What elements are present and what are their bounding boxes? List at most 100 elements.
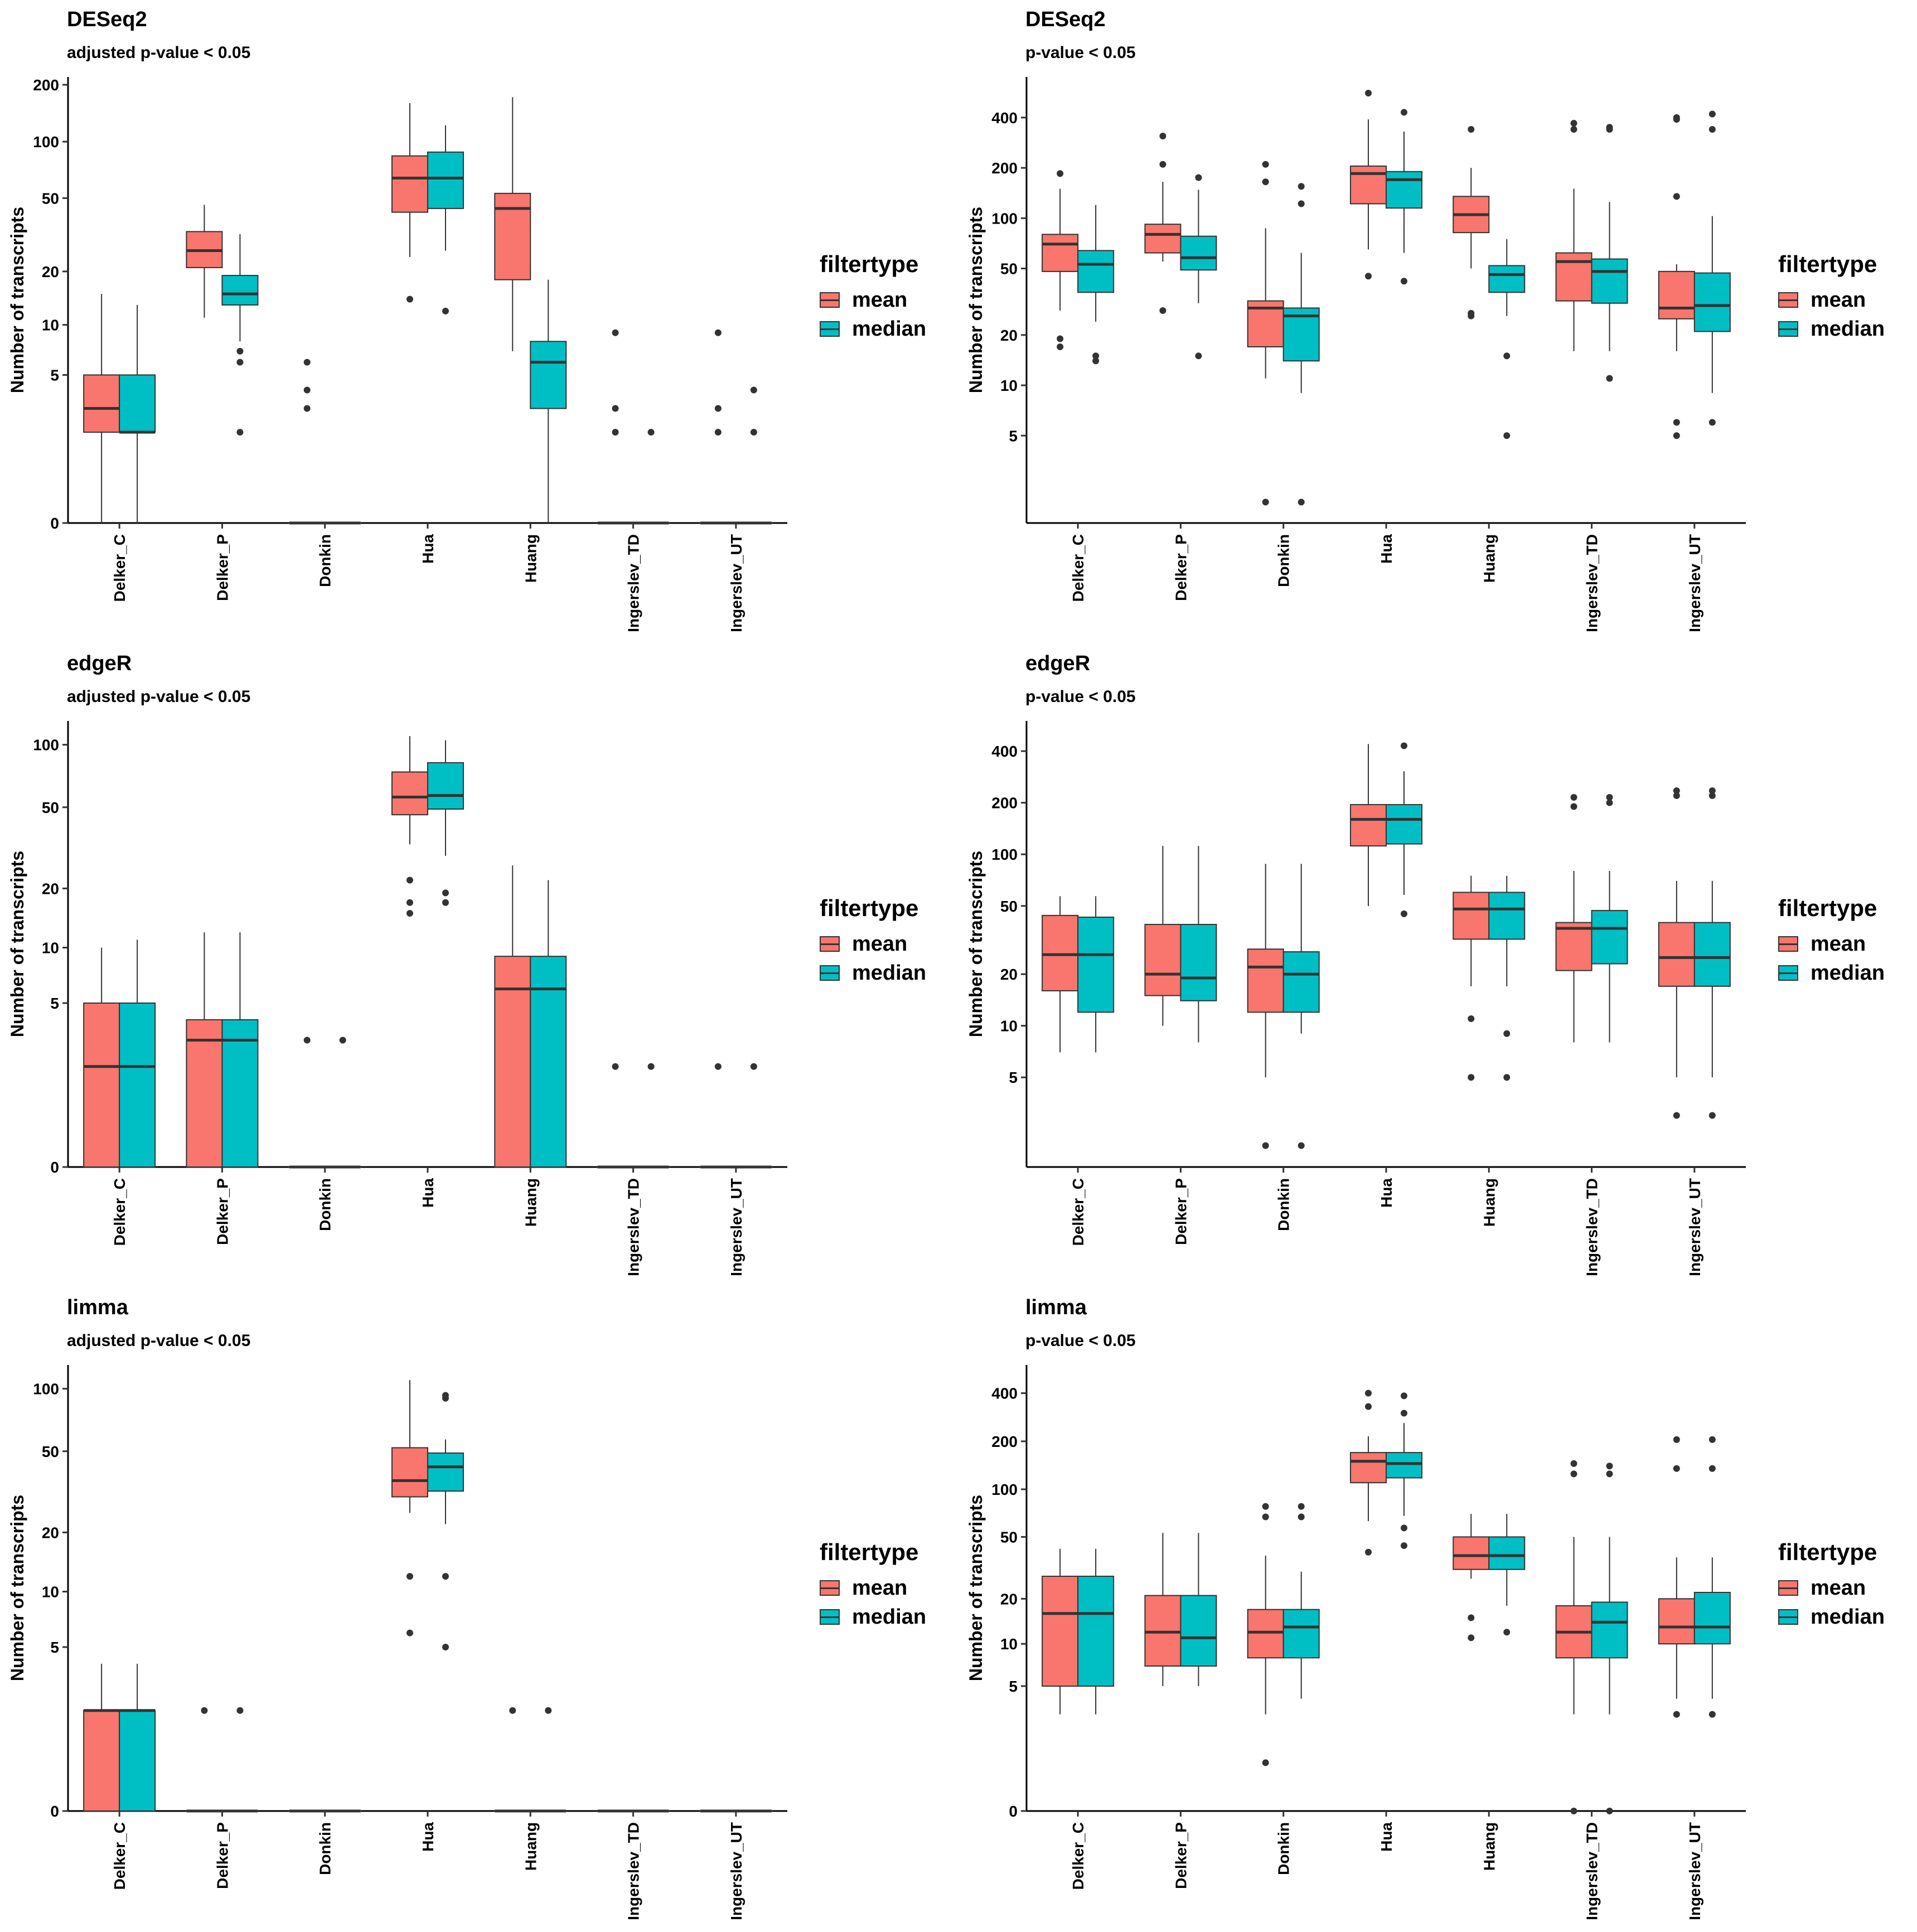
legend-label: mean [852,932,908,956]
y-tick-label: 10 [1000,1635,1018,1653]
x-tick-label: Delker_C [1069,534,1087,602]
box-median [530,880,567,1168]
box-rect [1453,1536,1490,1570]
chart-svg: 0 5 10 20 50 100 200 400 Number of transcripts De… [966,1365,1746,1920]
box-median [1180,174,1217,360]
outlier-point [1401,910,1407,917]
box-rect [1144,923,1182,996]
outlier-point [406,1573,413,1580]
box-median [735,1063,772,1169]
x-tick-label: Delker_P [1172,1178,1189,1245]
box-median [427,1392,464,1650]
legend-label: median [852,1605,927,1629]
outlier-point [1468,309,1475,317]
box-mean [1144,133,1182,314]
outlier-point [1606,124,1613,131]
legend-title: filtertype [820,251,919,277]
box-mean [494,97,531,351]
legend-label: median [852,317,927,341]
y-tick-label: 50 [42,1443,59,1460]
box-median [530,1707,567,1813]
box-rect [1591,910,1628,965]
legend: filtertype mean median [1778,1539,1885,1631]
box-median [324,1809,361,1813]
panel-title: DESeq2 [67,8,147,31]
box-rect [83,374,120,433]
box-rect [1658,1598,1695,1645]
outlier-point [1195,174,1202,181]
outlier-point [750,1063,757,1070]
outlier-point [1606,1463,1613,1470]
outlier-point [1708,1112,1716,1119]
y-tick-label: 50 [42,799,59,816]
panel-subtitle: adjusted p-value < 0.05 [67,43,251,62]
outlier-point [714,429,722,436]
legend-key [1778,321,1798,337]
x-tick-label: Hua [1378,1178,1395,1208]
box-rect [1042,1575,1079,1687]
x-tick-label: Donkin [1275,1822,1292,1875]
box-median [1488,875,1526,1081]
box-rect [1144,1595,1182,1667]
outlier-point [1503,1030,1511,1037]
outlier-point [1159,133,1166,140]
outlier-point [1401,742,1407,749]
outlier-point [1708,1436,1716,1443]
box-mean [1350,1389,1387,1556]
legend-label: mean [1810,932,1866,956]
outlier-point [1708,110,1716,118]
box-mean [1042,170,1079,350]
box-mean [288,1809,326,1813]
outlier-point [1092,357,1100,365]
outlier-point [1262,178,1269,186]
box-rect [1350,804,1387,847]
outlier-point [1468,1634,1475,1642]
chart-svg: 0 5 10 20 50 100 Number of transcripts Delker_C… [7,721,787,1276]
outlier-point [1570,126,1577,133]
box-rect [1386,804,1422,845]
box-rect [221,1019,259,1168]
panel-subtitle: p-value < 0.05 [1025,43,1136,62]
panel-subtitle: p-value < 0.05 [1025,1331,1136,1350]
legend-item-median: median [820,314,926,343]
box-mean [1042,1548,1079,1715]
outlier-point [1401,1392,1407,1400]
box-rect [1488,1536,1526,1570]
box-rect [1488,892,1526,940]
box-rect [1350,1452,1387,1484]
box-mean [1350,744,1387,906]
outlier-point [1262,161,1269,168]
legend: filtertype mean median [1778,251,1885,343]
box-median [1488,239,1526,439]
outlier-point [1606,1808,1613,1814]
box-mean [699,329,737,525]
outlier-point [1298,498,1305,506]
outlier-point [1673,193,1680,200]
y-tick-label: 200 [991,159,1018,177]
box-mean [1453,1514,1490,1642]
legend-item-median: median [1778,314,1885,343]
legend-key [820,321,840,337]
box-median [632,1809,670,1813]
outlier-point [1468,1015,1475,1022]
x-tick-label: Delker_C [1069,1178,1087,1246]
outlier-point [1673,419,1680,426]
box-rect [1247,1609,1284,1659]
outlier-point [1262,1503,1269,1510]
legend-item-mean: mean [820,1573,926,1602]
outlier-point [1057,343,1064,350]
y-tick-label: 200 [991,795,1018,812]
box-median [735,386,772,525]
outlier-point [1057,335,1064,342]
outlier-point [1365,273,1372,280]
box-median [1282,183,1320,506]
x-tick-label: Huang [522,1822,539,1871]
outlier-point [406,899,413,906]
box-mean [186,932,223,1168]
y-tick-label: 5 [50,995,59,1012]
outlier-point [406,877,413,884]
outlier-point [1570,794,1577,801]
x-tick-label: Donkin [1275,534,1292,587]
box-rect [1180,235,1217,271]
outlier-point [1708,792,1716,799]
